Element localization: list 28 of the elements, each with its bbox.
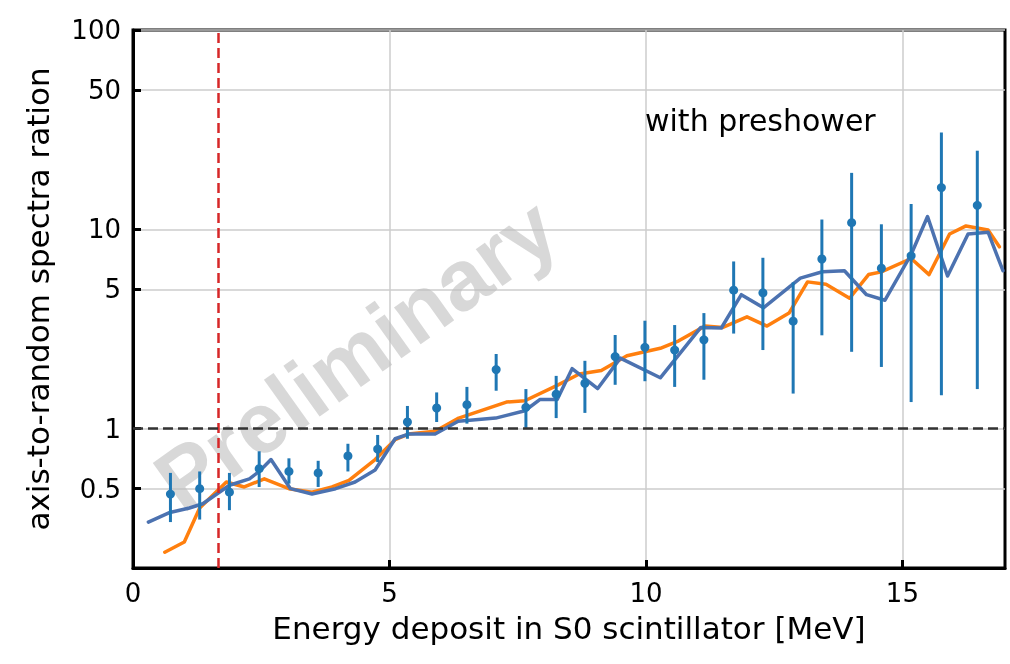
point — [788, 316, 798, 326]
y-tick-label: 0.5 — [79, 473, 121, 504]
point — [847, 218, 857, 228]
point — [729, 285, 739, 295]
y-tick-label: 5 — [104, 274, 121, 305]
point — [876, 263, 886, 273]
point — [758, 288, 768, 298]
point — [670, 345, 680, 355]
point — [640, 342, 650, 352]
point — [972, 200, 982, 210]
point — [551, 389, 561, 399]
x-tick-label: 10 — [629, 578, 663, 608]
y-tick-label: 10 — [87, 214, 121, 245]
point — [906, 251, 916, 261]
x-tick-label: 15 — [885, 578, 919, 608]
x-tick-label: 0 — [124, 578, 142, 608]
y-tick-label: 100 — [71, 15, 121, 45]
point — [610, 352, 620, 362]
x-tick-label: 5 — [381, 578, 398, 608]
x-axis-title: Energy deposit in S0 scintillator [MeV] — [272, 609, 866, 646]
y-tick-label: 1 — [104, 413, 121, 444]
point — [817, 254, 827, 264]
annotation: with preshower — [645, 102, 877, 138]
y-tick-label: 50 — [87, 75, 121, 106]
point — [936, 183, 946, 193]
point — [699, 335, 709, 345]
y-axis-title: axis-to-random spectra ration — [19, 67, 56, 531]
point — [580, 378, 590, 388]
